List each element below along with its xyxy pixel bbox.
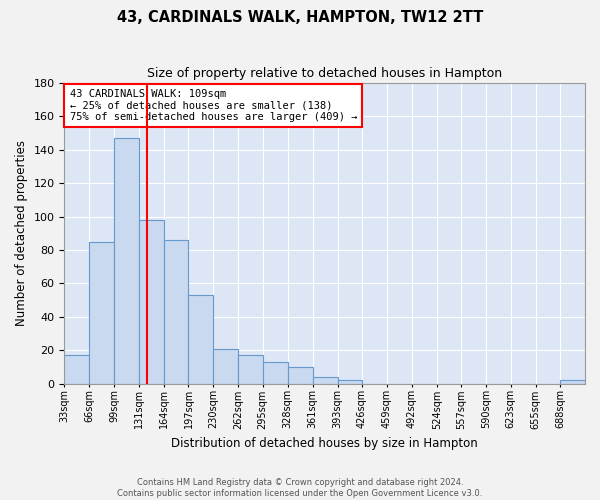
X-axis label: Distribution of detached houses by size in Hampton: Distribution of detached houses by size … [172, 437, 478, 450]
Title: Size of property relative to detached houses in Hampton: Size of property relative to detached ho… [147, 68, 502, 80]
Text: Contains HM Land Registry data © Crown copyright and database right 2024.
Contai: Contains HM Land Registry data © Crown c… [118, 478, 482, 498]
Bar [287, 367, 313, 384]
Bar [338, 380, 362, 384]
Y-axis label: Number of detached properties: Number of detached properties [15, 140, 28, 326]
Bar [115, 138, 139, 384]
Bar [89, 242, 115, 384]
Bar [164, 240, 188, 384]
Bar [238, 355, 263, 384]
Bar [188, 295, 214, 384]
Text: 43 CARDINALS WALK: 109sqm
← 25% of detached houses are smaller (138)
75% of semi: 43 CARDINALS WALK: 109sqm ← 25% of detac… [70, 89, 357, 122]
Bar [313, 377, 338, 384]
Text: 43, CARDINALS WALK, HAMPTON, TW12 2TT: 43, CARDINALS WALK, HAMPTON, TW12 2TT [117, 10, 483, 25]
Bar [64, 355, 89, 384]
Bar [139, 220, 164, 384]
Bar [214, 348, 238, 384]
Bar [263, 362, 287, 384]
Bar [560, 380, 585, 384]
